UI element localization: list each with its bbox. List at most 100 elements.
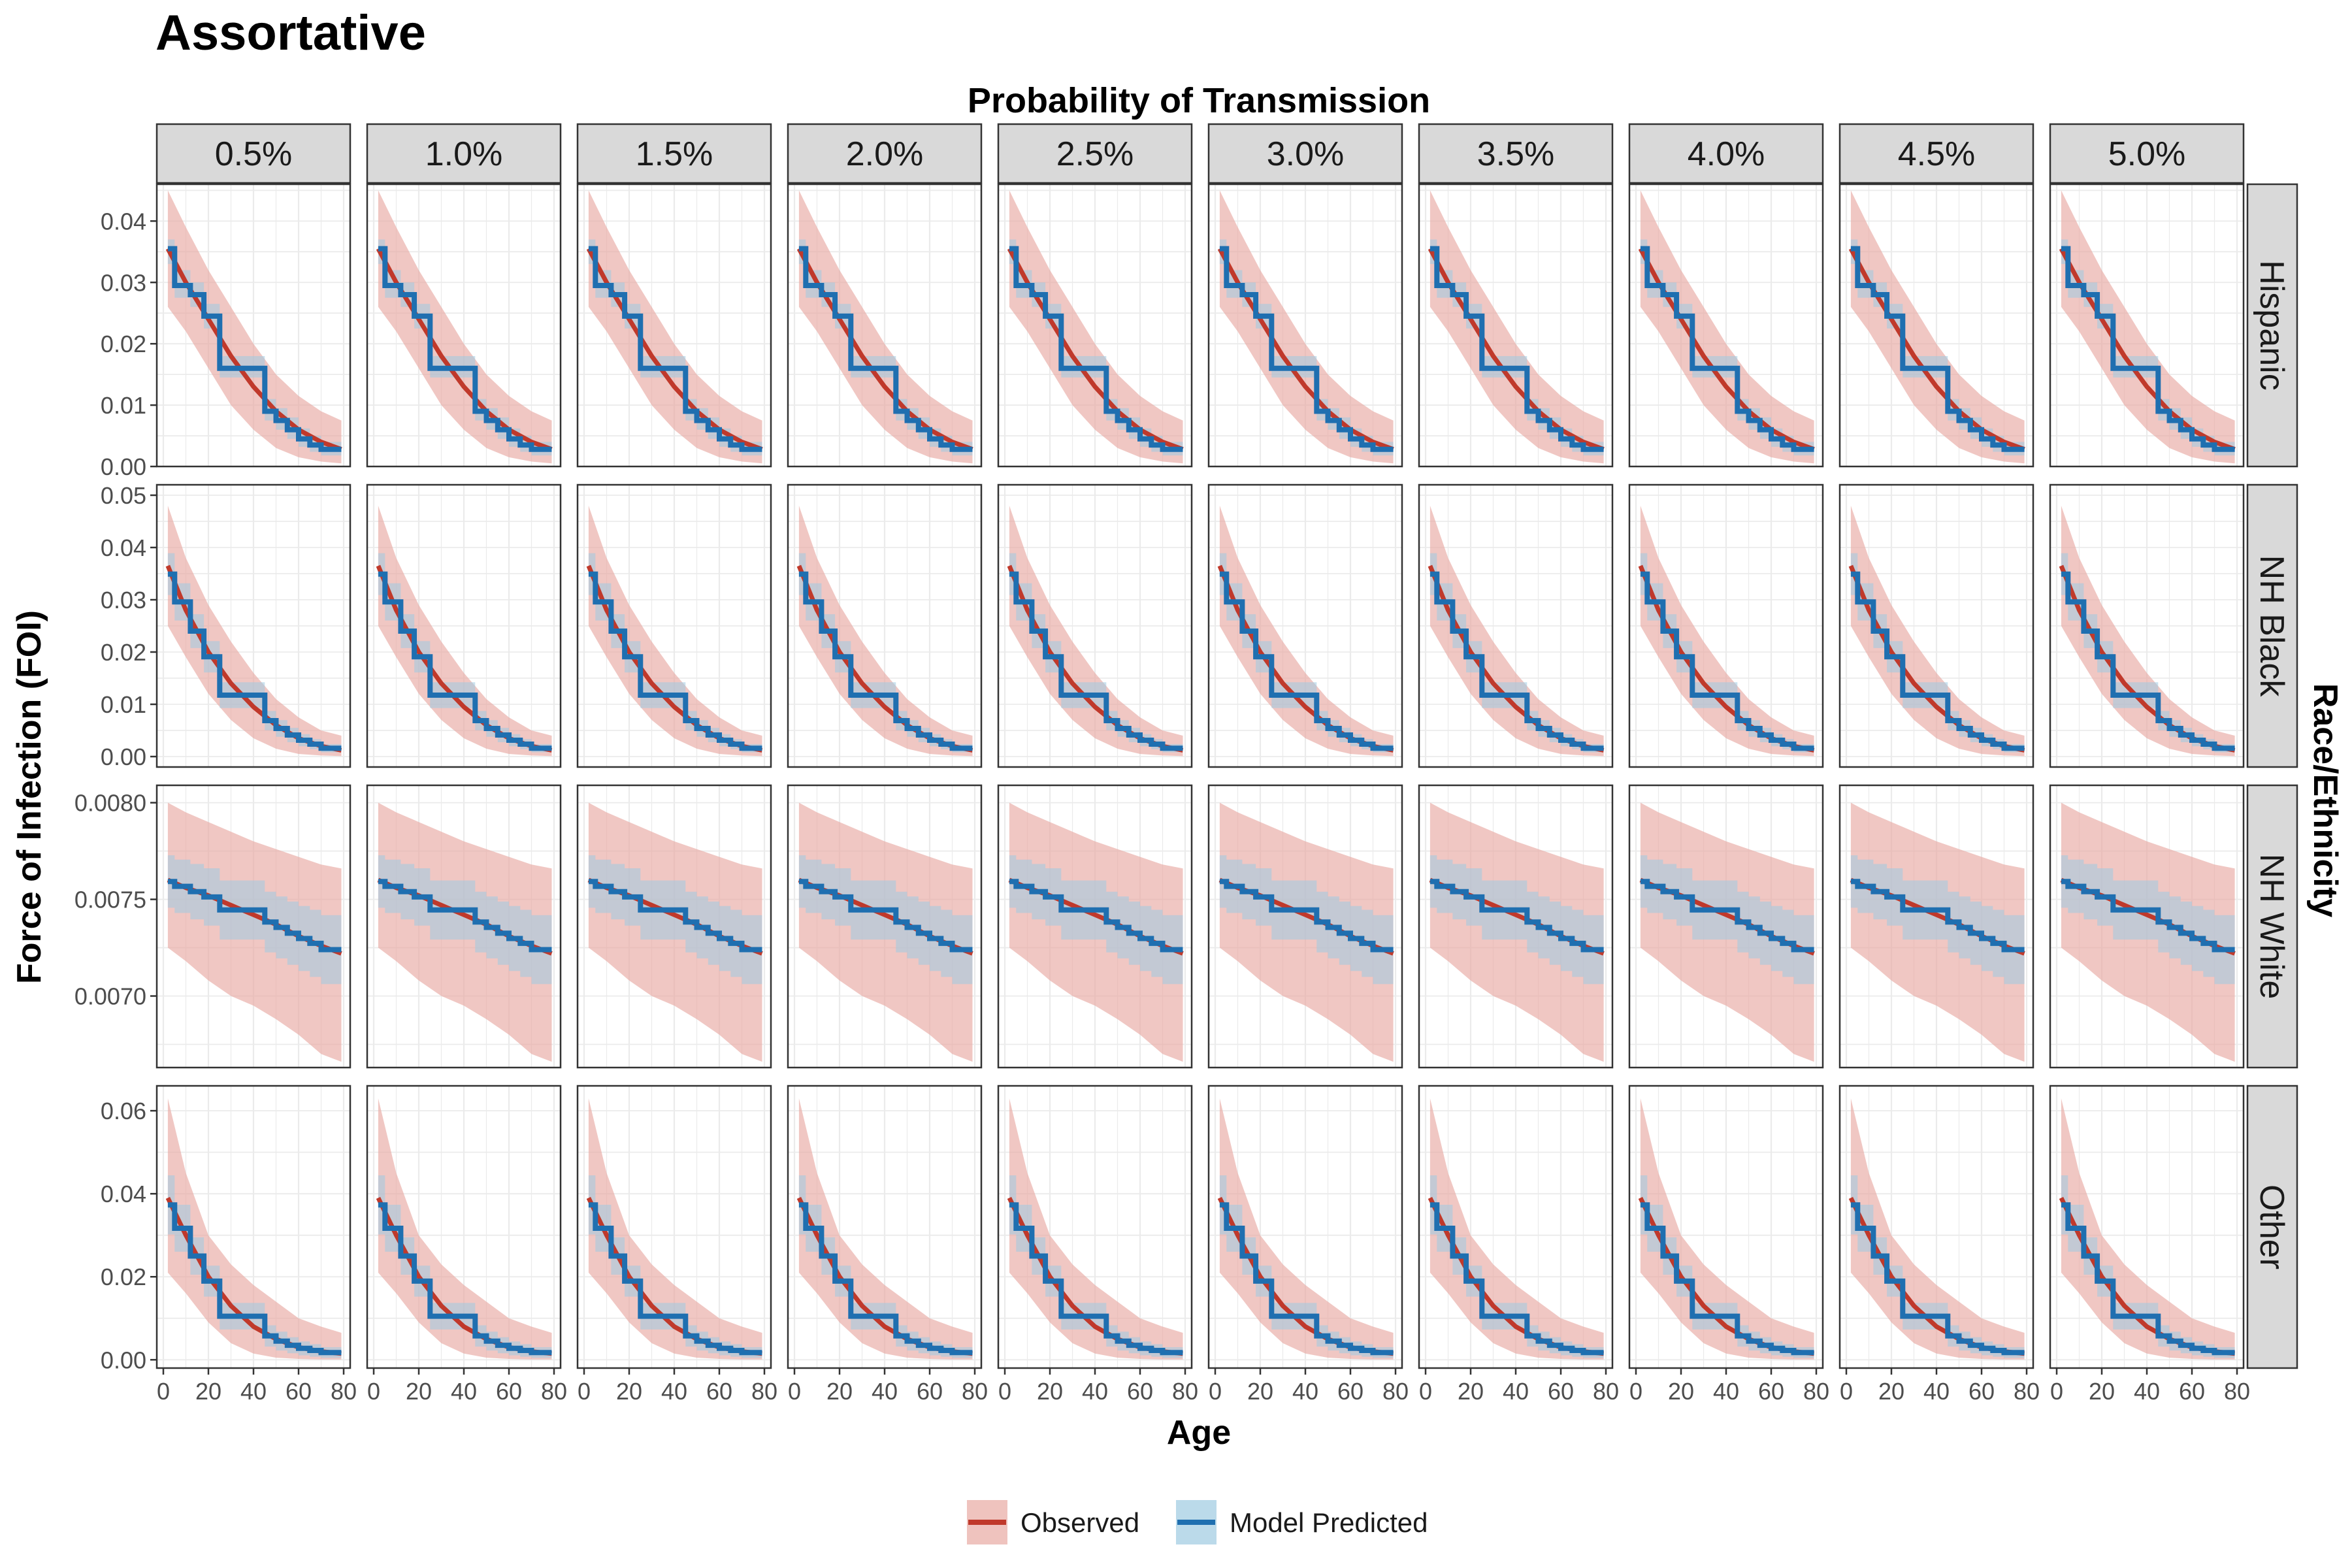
facet-panel (155, 183, 351, 468)
predicted-ribbon (1009, 855, 1183, 985)
column-strip-box (997, 123, 1193, 184)
x-tick-label: 20 (406, 1378, 432, 1405)
x-tick-label: 20 (1878, 1378, 1904, 1405)
legend-item: Model Predicted (1176, 1500, 1428, 1544)
facet-panel (1207, 183, 1403, 468)
y-tick-label: 0.06 (101, 1098, 146, 1124)
x-tick-label: 20 (1037, 1378, 1063, 1405)
observed-ribbon (1850, 506, 2025, 757)
legend-item: Observed (967, 1500, 1139, 1544)
facet-panel (1838, 483, 2034, 768)
x-tick-label: 40 (1292, 1378, 1318, 1405)
x-tick-label: 80 (1382, 1378, 1409, 1405)
x-tick-label: 80 (541, 1378, 567, 1405)
predicted-ribbon (2061, 855, 2235, 985)
x-tick-label: 20 (1247, 1378, 1273, 1405)
panel-border (1418, 183, 1614, 468)
x-tick-label: 40 (661, 1378, 687, 1405)
x-tick-label: 80 (2224, 1378, 2250, 1405)
facet-panel: 0 20 40 60 80 (1207, 1085, 1409, 1405)
y-tick-label: 0.00 (101, 743, 146, 770)
observed-ribbon (1219, 506, 1394, 757)
observed-ribbon (2061, 506, 2235, 757)
y-tick-label: 0.04 (101, 208, 146, 235)
facet-panel (1628, 183, 1824, 468)
predicted-line (798, 1202, 973, 1356)
observed-ribbon (798, 190, 973, 464)
x-tick-label: 80 (751, 1378, 777, 1405)
facet-panel: 0 20 40 60 80 (1628, 1085, 1829, 1405)
observed-ribbon (1009, 506, 1183, 757)
x-tick-label: 80 (1593, 1378, 1619, 1405)
facet-panels: 0.5% 1.0% 1.5% 2.0% 2.5% 3.0% 3.5% 4.0% 4.5% 5.0%… (74, 123, 2298, 1405)
observed-ribbon (378, 506, 552, 757)
observed-ribbon (378, 190, 552, 464)
panel-border (576, 784, 772, 1069)
x-tick-label: 80 (1803, 1378, 1829, 1405)
facet-panel (2049, 784, 2245, 1069)
column-strip: 3.5% (1418, 123, 1614, 184)
column-strip-box (1628, 123, 1824, 184)
y-tick-label: 0.02 (101, 639, 146, 666)
column-strip-box (1418, 123, 1614, 184)
y-tick-label: 0.03 (101, 587, 146, 613)
facet-panel (1628, 483, 1824, 768)
panel-border (2049, 483, 2245, 768)
column-strip: 4.5% (1838, 123, 2034, 184)
x-tick-label: 80 (2014, 1378, 2040, 1405)
observed-ribbon (1219, 190, 1394, 464)
observed-ribbon (167, 506, 342, 757)
facet-panel (1418, 183, 1614, 468)
panel-border (787, 784, 983, 1069)
panel-border (576, 183, 772, 468)
facet-panel (366, 183, 562, 468)
x-tick-label: 0 (367, 1378, 380, 1405)
x-tick-label: 80 (962, 1378, 988, 1405)
row-strip-label: Other (2253, 1184, 2291, 1269)
panel-border (787, 483, 983, 768)
facet-panel (1838, 784, 2034, 1069)
predicted-ribbon (167, 855, 342, 985)
panel-border (366, 183, 562, 468)
predicted-line (588, 571, 762, 751)
observed-ribbon (1429, 506, 1604, 757)
predicted-line (798, 571, 973, 751)
predicted-line (1850, 246, 2025, 452)
column-strip-label: 3.0% (1267, 135, 1345, 173)
panel-border (155, 784, 351, 1069)
y-tick-label: 0.04 (101, 534, 146, 561)
y-tick-label: 0.00 (101, 1347, 146, 1373)
facet-panel (997, 784, 1193, 1069)
panel-border (1838, 483, 2034, 768)
row-strip-box (2246, 183, 2298, 468)
column-strip: 5.0% (2049, 123, 2245, 184)
facet-panel (1628, 784, 1824, 1069)
x-tick-label: 60 (1337, 1378, 1364, 1405)
facet-panel (997, 483, 1193, 768)
x-tick-label: 40 (1923, 1378, 1950, 1405)
y-tick-label: 0.02 (101, 1264, 146, 1290)
column-strip-label: 1.0% (425, 135, 503, 173)
facet-panel (787, 784, 983, 1069)
legend-label: Observed (1021, 1507, 1139, 1538)
x-tick-label: 80 (1172, 1378, 1198, 1405)
x-tick-label: 20 (1458, 1378, 1484, 1405)
panel-border (1628, 483, 1824, 768)
x-tick-label: 60 (917, 1378, 943, 1405)
observed-ribbon (1850, 190, 2025, 464)
column-strip-box (1207, 123, 1403, 184)
y-tick-label: 0.01 (101, 392, 146, 419)
facet-panel (2049, 483, 2245, 768)
observed-ribbon (588, 506, 762, 757)
row-strip-box (2246, 784, 2298, 1069)
observed-ribbon (2061, 190, 2235, 464)
predicted-line (1640, 1202, 1814, 1356)
panel-border (997, 483, 1193, 768)
x-tick-label: 0 (2050, 1378, 2063, 1405)
column-strip: 1.5% (576, 123, 772, 184)
x-tick-label: 0 (1629, 1378, 1642, 1405)
predicted-line (2061, 246, 2235, 452)
y-tick-label: 0.05 (101, 482, 146, 509)
facet-panel: 0 20 40 60 80 (1418, 1085, 1619, 1405)
panel-border (1207, 183, 1403, 468)
